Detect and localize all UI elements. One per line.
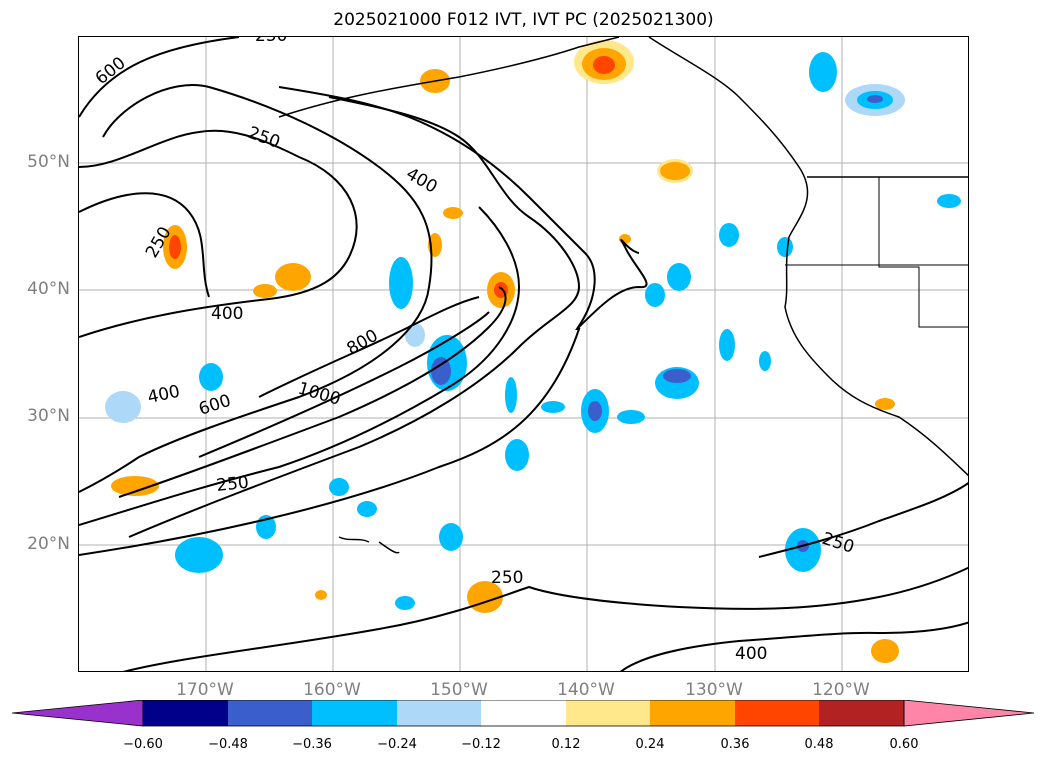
coastlines (278, 37, 968, 554)
lat-label-50n: 50°N (27, 152, 70, 172)
colorbar-tick-6: 0.12 (551, 737, 581, 752)
lon-label-150w: 150°W (430, 680, 488, 700)
lat-label-40n: 40°N (27, 279, 70, 299)
colorbar-tick-7: 0.24 (635, 737, 665, 752)
colorbar-tick-4: −0.24 (377, 737, 417, 752)
colorbar (11, 700, 1035, 727)
ivt-contours (79, 37, 968, 671)
contour-label-400-e: 400 (735, 644, 767, 664)
lon-label-140w: 140°W (557, 680, 615, 700)
colorbar-bin-1 (143, 700, 228, 726)
gridlines (79, 37, 968, 671)
negative-anomaly-shading (105, 52, 961, 610)
colorbar-tick-8: 0.36 (720, 737, 750, 752)
colorbar-bin-7 (650, 700, 735, 726)
lon-label-170w: 170°W (176, 680, 234, 700)
contour-label-600-s: 600 (196, 391, 233, 420)
colorbar-tick-3: −0.36 (292, 737, 332, 752)
colorbar-tick-2: −0.48 (208, 737, 248, 752)
colorbar-bin-8 (735, 700, 819, 726)
colorbar-tick-1: −0.60 (123, 737, 163, 752)
lat-label-30n: 30°N (27, 406, 70, 426)
map-title: 2025021000 F012 IVT, IVT PC (2025021300) (333, 10, 714, 30)
contour-label-250-top: 250 (255, 37, 287, 46)
colorbar-bin-9 (819, 700, 904, 726)
contour-label-250-se: 250 (491, 568, 523, 588)
colorbar-bin-2 (228, 700, 312, 726)
map-canvas: 250 600 250 400 250 400 800 400 1000 600… (79, 37, 968, 671)
colorbar-bin-6 (566, 700, 650, 726)
contour-label-250-e: 250 (819, 529, 856, 558)
map-panel: 250 600 250 400 250 400 800 400 1000 600… (78, 36, 969, 672)
colorbar-tick-9: 0.48 (804, 737, 834, 752)
colorbar-bin-5 (481, 700, 566, 726)
lon-label-160w: 160°W (303, 680, 361, 700)
colorbar-tick-5: −0.12 (461, 737, 501, 752)
lon-label-120w: 120°W (812, 680, 870, 700)
colorbar-tick-10: 0.60 (889, 737, 919, 752)
colorbar-min-extend (11, 700, 144, 727)
positive-anomaly-shading (111, 40, 899, 663)
colorbar-bin-3 (312, 700, 397, 726)
contour-label-400-w: 400 (211, 304, 243, 324)
contour-label-400-sw: 400 (146, 382, 182, 408)
colorbar-bin-4 (397, 700, 481, 726)
colorbar-max-extend (903, 700, 1035, 727)
contour-label-250-s: 250 (215, 473, 249, 496)
lon-label-130w: 130°W (685, 680, 743, 700)
contour-label-250-n: 250 (245, 123, 282, 153)
lat-label-20n: 20°N (27, 534, 70, 554)
contour-label-600-nw: 600 (92, 53, 130, 89)
